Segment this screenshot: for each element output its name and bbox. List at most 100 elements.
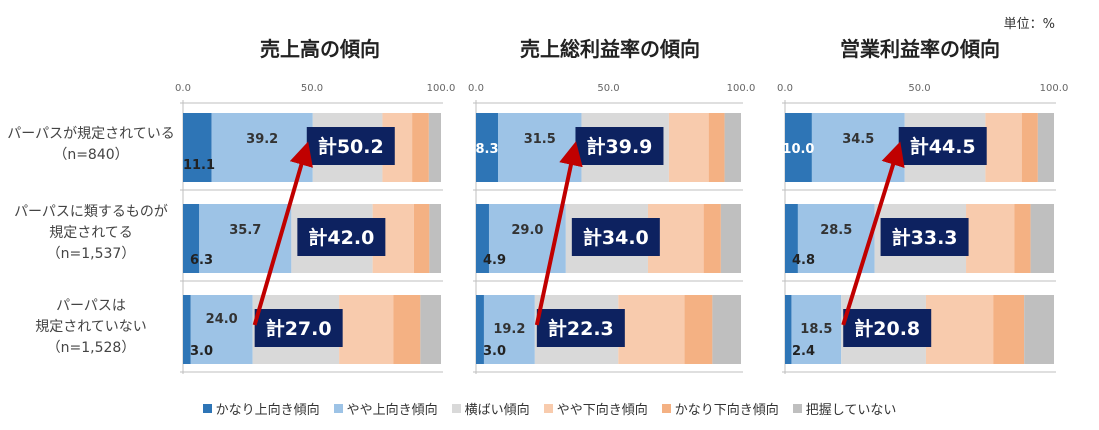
legend-label: 横ばい傾向 [464,402,530,418]
total-label: 計27.0 [266,317,332,340]
unit-label: 単位：% [1003,17,1055,32]
bar-segment [785,204,798,273]
legend-item: かなり上向き傾向 [202,399,320,418]
total-label: 計42.0 [308,226,374,249]
chart-title: 売上総利益率の傾向 [520,37,700,61]
x-tick-label: 0.0 [175,83,191,94]
bar-segment [724,113,741,182]
total-box [306,127,395,165]
trend-arrow [841,141,905,326]
bar-segment [1024,295,1054,364]
row-label-line: パーパスに類するものが [14,204,168,220]
x-tick-label: 0.0 [777,83,793,94]
x-tick-label: 0.0 [468,83,484,94]
bar-segment [668,113,709,182]
bar-segment [412,113,429,182]
data-label-slight-up: 29.0 [511,223,543,238]
chart-title: 売上高の傾向 [260,37,380,61]
bar-segment [925,295,994,364]
bar-segment [1037,113,1054,182]
legend-item: やや下向き傾向 [543,399,648,418]
bar-segment [476,295,484,364]
bar-segment [684,295,713,364]
bar-segment [488,204,566,273]
bar-segment [429,204,441,273]
bar-segment [199,204,292,273]
row-label-line: （n=1,528） [46,340,136,356]
bar-segment [785,113,812,182]
total-label: 計44.5 [910,135,976,158]
trend-arrow [534,141,583,326]
legend-swatch [661,403,671,413]
legend-label: かなり下向き傾向 [674,402,779,418]
data-label-strong-up: 11.1 [183,158,215,173]
data-label-slight-up: 18.5 [800,322,832,337]
data-label-strong-up: 3.0 [190,344,213,359]
x-tick-label: 100.0 [427,83,456,94]
bar-segment [993,295,1025,364]
bar-segment [618,295,685,364]
legend-swatch [792,403,802,413]
total-label: 計20.8 [854,317,920,340]
bar-segment [183,204,200,273]
x-tick-label: 50.0 [301,83,323,94]
data-label-slight-up: 28.5 [820,223,852,238]
total-box [297,218,386,256]
bar-segment [703,204,721,273]
bar-segment [476,113,498,182]
total-label: 計39.9 [587,135,653,158]
bar-segment [183,113,212,182]
x-tick-label: 50.0 [597,83,619,94]
data-label-slight-up: 39.2 [246,132,278,147]
data-label-strong-up: 4.8 [792,253,815,268]
bar-segment [708,113,725,182]
bar-segment [190,295,253,364]
bar-segment [393,295,421,364]
bar-segment [966,204,1015,273]
bar-segment [1030,204,1054,273]
total-box [254,309,343,347]
legend-label: 把握していない [805,402,897,418]
legend-swatch [451,403,461,413]
bar-segment [1021,113,1038,182]
row-label-line: （n=1,537） [46,246,136,262]
bar-segment [985,113,1022,182]
data-label-strong-up: 3.0 [483,344,506,359]
data-label-strong-up: 8.3 [475,142,498,157]
total-label: 計33.3 [892,226,958,249]
data-label-strong-up: 4.9 [483,253,506,268]
legend-item: かなり下向き傾向 [661,399,779,418]
legend-item: 横ばい傾向 [451,399,530,418]
total-box [575,127,664,165]
data-label-slight-up: 24.0 [206,312,238,327]
bar-segment [712,295,741,364]
bar-segment [1014,204,1031,273]
total-box [571,218,660,256]
legend-item: やや上向き傾向 [333,399,438,418]
legend-swatch [543,403,553,413]
row-label: パーパスは規定されていない （n=1,528） [6,296,176,359]
data-label-slight-up: 35.7 [229,223,261,238]
bar-segment [785,295,792,364]
bar-segment [791,295,842,364]
bar-segment [428,113,441,182]
total-box [843,309,932,347]
legend-label: やや上向き傾向 [346,402,438,418]
chart-title: 営業利益率の傾向 [840,37,1000,61]
data-label-slight-up: 19.2 [493,322,525,337]
bar-segment [183,295,191,364]
total-label: 計50.2 [318,135,384,158]
data-label-strong-up: 2.4 [792,344,815,359]
legend-swatch [333,403,343,413]
total-label: 計22.3 [548,317,614,340]
data-label-slight-up: 34.5 [842,132,874,147]
data-label-strong-up: 6.3 [190,253,213,268]
row-label-line: パーパスが規定されている [7,126,175,142]
trend-arrow [252,141,313,326]
legend-swatch [202,403,212,413]
legend-label: やや下向き傾向 [556,402,648,418]
row-label-line: 規定されていない [35,319,147,335]
total-box [880,218,969,256]
row-label-line: パーパスは [56,298,126,314]
bar-segment [476,204,489,273]
